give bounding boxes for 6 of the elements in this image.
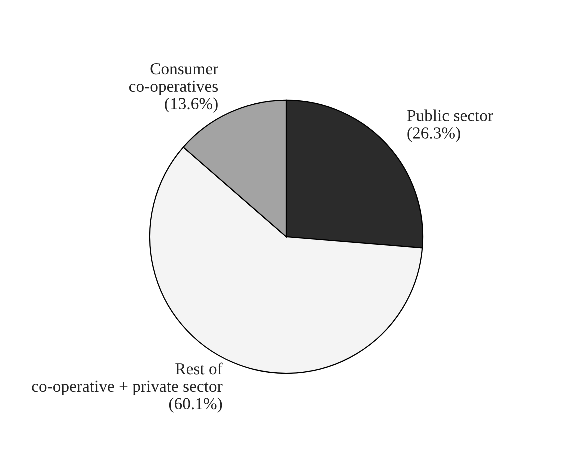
data-label: (26.3%) — [408, 127, 460, 142]
data-label: (13.6%) — [165, 98, 218, 113]
slice-label: Consumer co-operatives — [129, 63, 218, 96]
slice-label: Rest of co-operative + private sector — [32, 362, 223, 396]
data-label: (60.1%) — [169, 398, 222, 413]
slice-label: Public sector — [407, 110, 494, 122]
